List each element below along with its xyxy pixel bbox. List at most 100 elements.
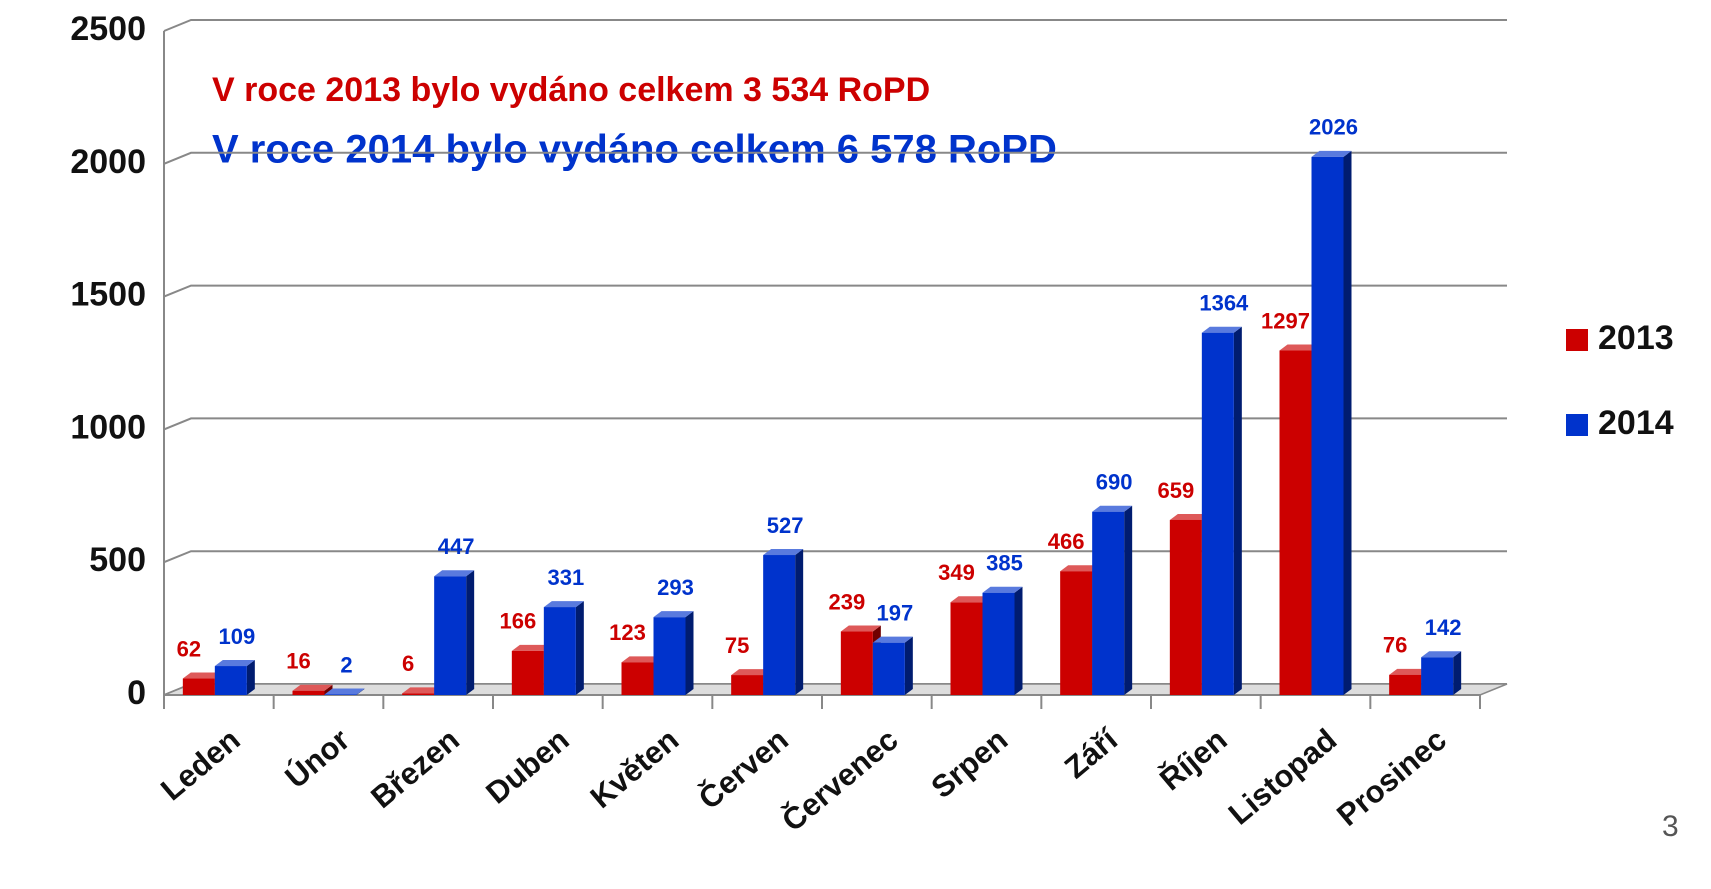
- bar: [872, 642, 905, 695]
- bar-top: [1389, 668, 1430, 675]
- bar-side: [1124, 505, 1133, 695]
- data-label: 166: [499, 609, 536, 634]
- bar: [434, 576, 467, 695]
- bar: [763, 555, 796, 695]
- data-label: 527: [767, 513, 804, 538]
- y-tick-label: 1000: [70, 408, 146, 446]
- bar-top: [292, 684, 333, 691]
- bar: [214, 666, 247, 695]
- bar-top: [402, 687, 443, 694]
- data-label: 331: [547, 565, 584, 590]
- data-label: 76: [1383, 633, 1407, 658]
- data-label: 123: [609, 620, 646, 645]
- bar: [1421, 657, 1454, 695]
- data-label: 690: [1096, 470, 1133, 495]
- bar-top: [1060, 565, 1101, 572]
- grid-line: [163, 550, 1507, 564]
- bar: [840, 631, 873, 695]
- x-tick-label: Duben: [479, 722, 575, 811]
- annotation-2013: V roce 2013 bylo vydáno celkem 3 534 RoP…: [212, 71, 930, 109]
- data-label: 239: [828, 589, 865, 614]
- bar-side: [685, 611, 694, 695]
- data-label: 659: [1157, 478, 1194, 503]
- grid-line: [163, 19, 1507, 32]
- bar-top: [182, 672, 223, 679]
- data-label: 447: [438, 534, 475, 559]
- grid-line: [163, 417, 1507, 431]
- bar-top: [1421, 651, 1462, 658]
- bar: [324, 694, 357, 695]
- data-label: 466: [1048, 529, 1085, 554]
- data-label: 293: [657, 575, 694, 600]
- x-tick-label: Březen: [364, 722, 466, 815]
- y-tick-label: 500: [89, 541, 146, 579]
- bar-top: [653, 611, 694, 618]
- data-label: 2026: [1309, 115, 1358, 140]
- bar: [292, 690, 325, 695]
- data-label: 349: [938, 560, 975, 585]
- bar-side: [795, 549, 804, 695]
- bar-side: [246, 660, 255, 695]
- bar: [1092, 511, 1125, 695]
- bar: [1201, 332, 1234, 695]
- data-label: 16: [286, 649, 310, 674]
- bar-side: [356, 688, 365, 695]
- bar-top: [1092, 505, 1133, 512]
- grid-line: [163, 284, 1507, 298]
- legend-swatch: [1566, 329, 1588, 351]
- annotation-2014: V roce 2014 bylo vydáno celkem 6 578 RoP…: [212, 128, 1057, 172]
- data-label: 385: [986, 551, 1023, 576]
- bar-top: [434, 570, 475, 577]
- data-label: 2: [340, 652, 352, 677]
- data-label: 1364: [1199, 291, 1249, 316]
- bar: [1279, 350, 1312, 695]
- x-tick-label: Únor: [278, 721, 357, 795]
- bar-top: [731, 669, 772, 676]
- bar-top: [872, 636, 913, 643]
- bar-top: [621, 656, 662, 663]
- y-tick-label: 0: [127, 674, 146, 712]
- x-tick-label: Květen: [584, 722, 686, 815]
- x-tick-label: Prosinec: [1330, 722, 1453, 833]
- bar-side: [466, 570, 475, 695]
- bar-side: [1014, 586, 1023, 695]
- data-label: 75: [725, 633, 749, 658]
- data-label: 6: [402, 651, 414, 676]
- bar-side: [1453, 651, 1462, 695]
- bar: [1169, 519, 1202, 695]
- bar: [653, 617, 686, 695]
- x-tick-label: Září: [1058, 721, 1125, 785]
- bar-top: [543, 601, 584, 608]
- bar-top: [1169, 513, 1210, 520]
- bar: [621, 662, 654, 695]
- x-tick-label: Červen: [691, 721, 795, 816]
- bar-side: [575, 601, 584, 695]
- x-tick-label: Leden: [154, 722, 246, 807]
- y-tick-label: 2000: [70, 143, 146, 181]
- bar: [1060, 571, 1093, 695]
- bar-top: [511, 644, 552, 651]
- x-tick-label: Červenec: [775, 721, 905, 838]
- bar-top: [763, 549, 804, 556]
- x-tick-label: Říjen: [1152, 721, 1233, 797]
- bar: [982, 592, 1015, 695]
- bar-side: [904, 636, 913, 695]
- bar-top: [1311, 150, 1352, 157]
- bar-top: [840, 625, 881, 632]
- data-label: 197: [876, 600, 913, 625]
- bar: [950, 602, 983, 695]
- bar: [402, 693, 435, 695]
- bar-side: [1343, 150, 1352, 695]
- bar: [543, 607, 576, 695]
- bar: [1311, 156, 1344, 695]
- y-tick-label: 1500: [70, 276, 146, 314]
- grid-line: [163, 151, 1507, 165]
- bar-top: [324, 688, 365, 695]
- data-label: 62: [177, 636, 201, 661]
- bar: [182, 678, 215, 695]
- bar-side: [324, 684, 333, 695]
- bar: [731, 675, 764, 695]
- legend-label: 2014: [1598, 404, 1674, 442]
- bar: [1389, 674, 1422, 695]
